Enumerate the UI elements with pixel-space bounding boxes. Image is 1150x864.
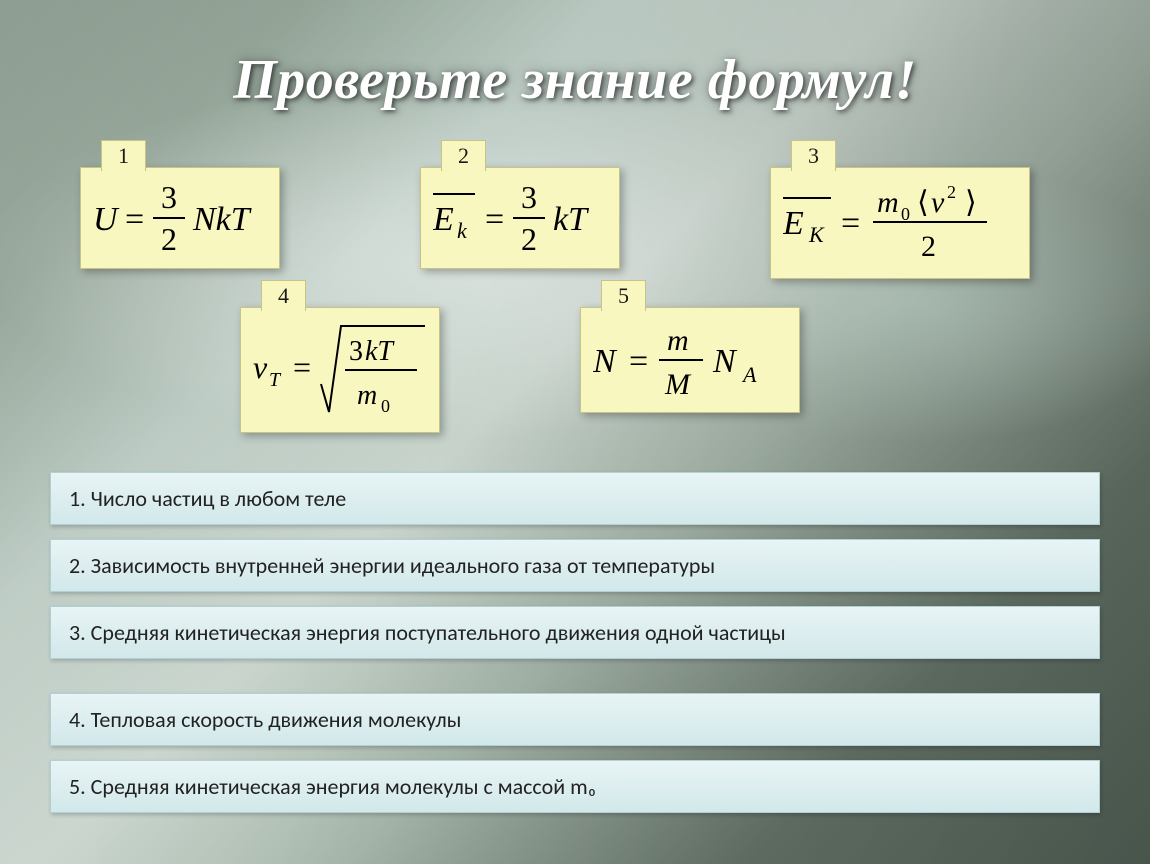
svg-text:3: 3 [521,179,537,215]
formula-svg-5: N = m M N A [593,314,789,406]
svg-text:M: M [664,368,692,401]
svg-text:⟨: ⟨ [917,186,929,219]
formulas-area: 1 U = 3 2 NkT 2 E k = 3 2 kT [50,132,1100,462]
svg-text:K: K [808,222,825,247]
formula-card-2: 2 E k = 3 2 kT [420,167,620,269]
svg-text:k: k [457,218,468,243]
svg-text:=: = [293,349,311,385]
svg-text:A: A [741,362,757,387]
svg-text:2: 2 [161,221,177,257]
formula-svg-2: E k = 3 2 kT [433,174,609,262]
svg-text:N: N [593,343,618,380]
answers-list: 1. Число частиц в любом теле 2. Зависимо… [50,472,1100,813]
answer-row-2: 2. Зависимость внутренней энергии идеаль… [50,539,1100,592]
svg-text:=: = [485,201,504,238]
formula-card-3: 3 E K = m 0 ⟨ v 2 ⟩ 2 [770,167,1030,279]
svg-text:=: = [841,205,860,242]
svg-text:2: 2 [521,221,537,257]
svg-text:kT: kT [553,201,589,238]
svg-text:T: T [269,369,282,391]
svg-text:v: v [253,349,268,385]
formula-tab-2: 2 [441,140,486,171]
svg-text:=: = [629,343,648,380]
answer-row-1: 1. Число частиц в любом теле [50,472,1100,525]
svg-text:3: 3 [161,179,177,215]
svg-text:m: m [667,324,689,357]
svg-text:3: 3 [349,336,363,367]
formula-tab-4: 4 [261,280,306,311]
answer-row-3: 3. Средняя кинетическая энергия поступат… [50,606,1100,659]
slide: Проверьте знание формул! 1 U = 3 2 NkT 2… [50,48,1100,852]
svg-text:kT: kT [365,336,395,367]
formula-card-4: 4 v T = 3 kT m 0 [240,307,440,433]
svg-text:m: m [357,380,377,411]
formula-tab-5: 5 [601,280,646,311]
svg-text:⟩: ⟩ [965,186,977,219]
formula-card-1: 1 U = 3 2 NkT [80,167,280,269]
formula-card-5: 5 N = m M N A [580,307,800,413]
slide-title: Проверьте знание формул! [50,48,1100,112]
svg-text:0: 0 [381,396,390,416]
svg-text:v: v [931,186,945,219]
svg-text:2: 2 [921,230,936,263]
answer-row-5: 5. Средняя кинетическая энергия молекулы… [50,760,1100,813]
formula-tab-1: 1 [101,140,146,171]
svg-text:N: N [712,343,738,380]
svg-text:E: E [783,205,804,242]
formula-tab-3: 3 [791,140,836,171]
svg-text:2: 2 [947,182,956,202]
answer-row-4: 4. Тепловая скорость движения молекулы [50,693,1100,746]
svg-text:m: m [877,186,899,219]
svg-text:NkT: NkT [192,201,252,238]
svg-text:E: E [433,201,454,238]
formula-svg-3: E K = m 0 ⟨ v 2 ⟩ 2 [783,174,1019,272]
formula-svg-1: U = 3 2 NkT [93,174,269,262]
svg-text:=: = [125,201,144,238]
svg-text:U: U [93,201,120,238]
formula-svg-4: v T = 3 kT m 0 [253,314,429,426]
